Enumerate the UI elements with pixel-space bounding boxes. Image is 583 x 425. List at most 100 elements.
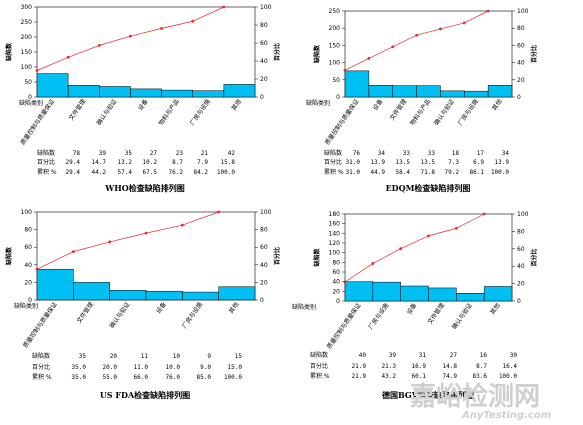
table-percent-3: 13.5 [396,159,411,166]
table-count-4: 33 [428,150,436,157]
left-tick-label-0: 0 [336,94,340,101]
table-percent-4: 10.2 [143,159,158,166]
left-tick-label-0: 0 [336,298,340,305]
category-label-5: 确认与验证 [432,98,456,127]
table-cumulative-3: 60.1 [412,373,427,380]
cumulative-point-6 [482,212,486,216]
table-percent-3: 13.2 [118,159,133,166]
left-tick-label-1: 50 [24,79,32,86]
right-tick-label-4: 80 [517,228,525,235]
category-label-3: 确认与验证 [95,98,119,127]
bar-2 [67,85,100,98]
table-count-5: 16 [480,352,488,359]
left-tick-label-4: 200 [329,25,341,32]
row-label-cumulative: 累积 % [324,168,344,176]
bar-6 [483,286,513,302]
table-percent-4: 13.5 [421,159,436,166]
cumulative-point-6 [217,210,221,214]
right-tick-label-3: 60 [260,40,268,47]
right-tick-label-5: 100 [517,8,529,15]
table-percent-3: 11.0 [134,364,149,371]
cumulative-point-3 [391,45,395,49]
bar-5 [440,90,465,98]
bar-6 [218,286,256,301]
table-percent-5: 9.0 [200,364,211,371]
cumulative-point-6 [191,19,195,23]
left-tick-label-0: 0 [28,94,32,101]
table-cumulative-7: 100.0 [217,169,235,176]
right-tick-label-4: 80 [260,227,268,234]
table-cumulative-5: 79.2 [445,169,460,176]
table-count-7: 34 [502,150,510,157]
x-axis-title: 缺陷类别 [292,303,316,311]
right-axis-title: 百分比 [273,43,281,61]
table-percent-2: 14.7 [92,159,107,166]
right-tick-label-3: 60 [517,42,525,49]
cumulative-point-4 [427,234,430,238]
left-tick-label-0: 0 [28,297,32,304]
table-count-2: 39 [99,150,107,157]
left-tick-label-3: 60 [332,269,340,276]
bar-1 [36,73,69,98]
left-tick-label-1: 50 [332,77,340,84]
table-cumulative-6: 84.2 [194,169,209,176]
category-label-3: 文件管理 [388,98,408,122]
left-axis-title: 缺陷数 [5,42,13,61]
right-axis-title: 百分比 [273,247,281,265]
cumulative-point-4 [144,231,148,235]
left-tick-label-6: 120 [329,240,341,247]
left-tick-label-3: 150 [21,49,33,56]
category-label-4: 设备 [136,98,149,112]
table-cumulative-1: 31.0 [346,169,361,176]
table-percent-1: 31.0 [346,159,361,166]
bar-4 [130,88,162,98]
row-label-cumulative: 累积 % [310,372,330,380]
left-tick-label-2: 100 [21,64,33,71]
table-cumulative-3: 57.4 [118,169,133,176]
cumulative-point-2 [367,56,371,60]
table-percent-4: 14.8 [443,363,458,370]
bar-4 [428,287,457,302]
table-count-6: 21 [201,150,209,157]
category-label-5: 厂房与设施 [180,301,204,330]
cumulative-point-1 [35,267,39,271]
table-cumulative-2: 55.0 [103,374,118,381]
cumulative-point-5 [439,27,442,31]
table-count-5: 9 [207,353,211,360]
table-count-2: 20 [110,353,118,360]
right-tick-label-5: 100 [260,4,272,11]
table-cumulative-1: 29.4 [66,169,81,176]
bar-6 [192,90,225,98]
table-count-6: 17 [477,150,485,157]
right-tick-label-1: 20 [517,77,525,84]
left-tick-label-1: 20 [24,279,32,286]
left-axis-title: 缺陷数 [5,246,13,265]
cumulative-point-2 [371,262,375,265]
right-tick-label-5: 100 [260,209,272,216]
left-tick-label-4: 80 [24,227,32,234]
table-count-4: 27 [150,150,158,157]
table-cumulative-2: 44.9 [371,169,386,176]
cumulative-point-3 [399,247,403,251]
plot-frame [36,6,256,98]
bar-5 [182,291,219,301]
category-label-2: 文件管理 [75,301,95,325]
chart-title: US FDA检查缺陷排列图 [100,390,190,400]
table-cumulative-6: 86.1 [470,169,485,176]
category-label-6: 其他 [227,301,240,315]
table-cumulative-3: 66.0 [134,374,149,381]
right-tick-label-0: 0 [260,297,264,304]
left-tick-label-5: 250 [21,19,33,26]
cumulative-point-5 [180,223,184,227]
table-cumulative-4: 67.5 [143,169,158,176]
table-percent-7: 13.9 [495,159,510,166]
table-count-5: 23 [176,150,184,157]
table-count-3: 35 [125,150,133,157]
right-tick-label-4: 80 [260,22,268,29]
right-tick-label-4: 80 [517,25,525,32]
table-count-4: 27 [450,352,458,359]
